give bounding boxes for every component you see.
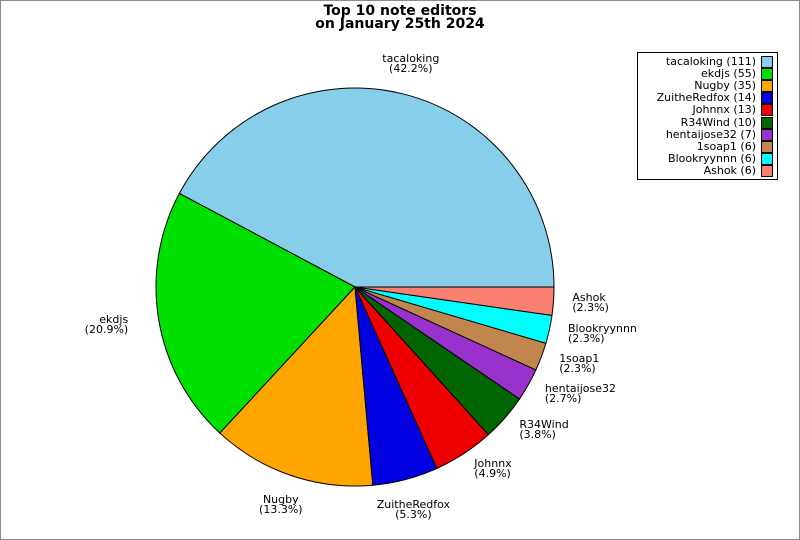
slice-label-percent: (2.3%) bbox=[572, 300, 609, 314]
slice-label-percent: (20.9%) bbox=[84, 323, 129, 337]
legend-row: R34Wind (10) bbox=[642, 115, 773, 129]
slice-label-percent: (5.3%) bbox=[395, 507, 432, 521]
slice-label-name: tacaloking bbox=[382, 51, 440, 65]
legend-row: Nugby (35) bbox=[642, 79, 773, 93]
legend-swatch bbox=[761, 140, 773, 153]
slice-label-percent: (42.2%) bbox=[389, 61, 433, 75]
slice-label-name: R34Wind bbox=[519, 418, 569, 432]
slice-label-r34wind: R34Wind (3.8%) bbox=[519, 418, 569, 442]
slice-label-percent: (2.3%) bbox=[559, 361, 596, 375]
legend-swatch bbox=[761, 56, 773, 69]
legend-label: tacaloking (111) bbox=[665, 55, 756, 69]
legend-label: Blookryynnn (6) bbox=[668, 151, 756, 165]
legend-label: ZuitheRedfox (14) bbox=[656, 91, 756, 105]
legend-row: Ashok (6) bbox=[642, 163, 773, 177]
slice-label-percent: (4.9%) bbox=[474, 467, 511, 481]
slice-label-name: Nugby bbox=[262, 492, 299, 506]
legend-row: hentaijose32 (7) bbox=[642, 127, 773, 141]
legend-swatch bbox=[761, 92, 773, 105]
slice-label-ashok: Ashok (2.3%) bbox=[572, 290, 609, 314]
slice-label-blookryynnn: Blookryynnn (2.3%) bbox=[568, 321, 637, 345]
legend-label: ekdjs (55) bbox=[701, 67, 756, 81]
slice-label-percent: (3.8%) bbox=[519, 428, 556, 442]
pie-slice-ashok bbox=[354, 286, 555, 316]
slice-label-zuitheredfox: ZuitheRedfox (5.3%) bbox=[376, 497, 451, 521]
slice-label-percent: (2.7%) bbox=[544, 392, 582, 406]
legend-label: Johnnx (13) bbox=[692, 103, 756, 117]
slice-label-1soap1: 1soap1 (2.3%) bbox=[559, 351, 600, 375]
slice-label-tacaloking: tacaloking (42.2%) bbox=[382, 51, 440, 75]
pie-slice-nugby bbox=[219, 285, 374, 487]
slice-label-ekdjs: ekdjs (20.9%) bbox=[84, 313, 129, 337]
legend-swatch bbox=[761, 104, 773, 117]
pie-slice-ekdjs bbox=[155, 192, 356, 434]
pie-slice-tacaloking bbox=[178, 87, 555, 288]
legend-label: 1soap1 (6) bbox=[696, 139, 756, 153]
slice-label-name: Ashok bbox=[572, 290, 606, 304]
legend-row: ekdjs (55) bbox=[642, 67, 773, 81]
slice-label-hentaijose32: hentaijose32 (2.7%) bbox=[544, 382, 616, 406]
slice-label-name: ZuitheRedfox bbox=[376, 497, 451, 511]
legend-row: Blookryynnn (6) bbox=[642, 151, 773, 165]
legend-row: ZuitheRedfox (14) bbox=[642, 91, 773, 105]
legend-swatch bbox=[761, 164, 773, 177]
legend-row: 1soap1 (6) bbox=[642, 139, 773, 153]
legend-label: R34Wind (10) bbox=[680, 115, 756, 129]
slice-label-name: hentaijose32 bbox=[544, 382, 616, 396]
legend: tacaloking (111) ekdjs (55) Nugby (35) Zuit… bbox=[637, 52, 778, 180]
slice-label-percent: (13.3%) bbox=[259, 502, 303, 516]
legend-label: Nugby (35) bbox=[694, 79, 756, 93]
legend-swatch bbox=[761, 80, 773, 93]
slice-label-name: ekdjs bbox=[99, 313, 129, 327]
legend-swatch bbox=[761, 68, 773, 81]
legend-label: Ashok (6) bbox=[703, 163, 756, 177]
legend-swatch bbox=[761, 128, 773, 141]
slice-label-johnnx: Johnnx (4.9%) bbox=[474, 457, 512, 481]
slice-label-name: 1soap1 bbox=[559, 351, 600, 365]
chart-title: Top 10 note editors on January 25th 2024 bbox=[1, 3, 799, 32]
legend-row: tacaloking (111) bbox=[642, 55, 773, 69]
chart-title-line2: on January 25th 2024 bbox=[315, 16, 485, 32]
slice-label-percent: (2.3%) bbox=[568, 331, 605, 345]
slice-label-name: Johnnx bbox=[474, 457, 512, 471]
legend-row: Johnnx (13) bbox=[642, 103, 773, 117]
chart-title-line1: Top 10 note editors bbox=[323, 3, 477, 19]
legend-label: hentaijose32 (7) bbox=[665, 127, 756, 141]
legend-swatch bbox=[761, 152, 773, 165]
slice-label-name: Blookryynnn bbox=[568, 321, 637, 335]
slice-label-nugby: Nugby (13.3%) bbox=[259, 492, 303, 516]
legend-swatch bbox=[761, 116, 773, 129]
